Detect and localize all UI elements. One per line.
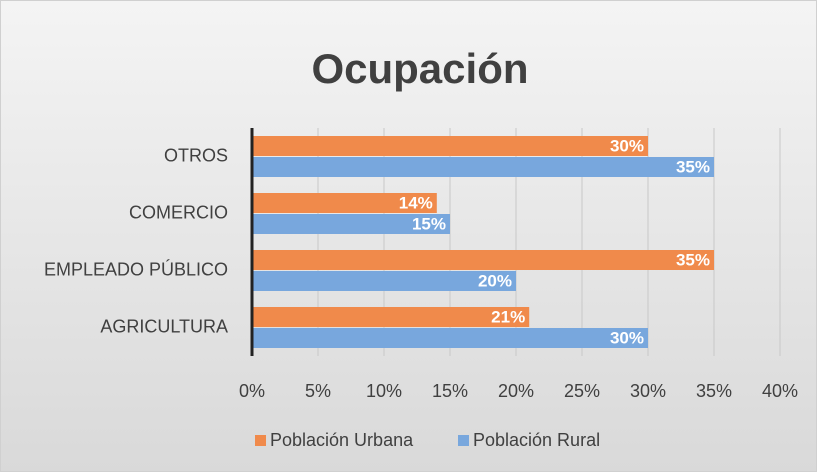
- bar: [252, 193, 437, 213]
- data-label: 20%: [478, 271, 512, 290]
- x-tick-label: 25%: [564, 381, 600, 401]
- bar: [252, 328, 648, 348]
- data-label: 35%: [676, 157, 710, 176]
- data-label: 14%: [399, 193, 433, 212]
- x-tick-label: 40%: [762, 381, 798, 401]
- data-label: 21%: [491, 307, 525, 326]
- chart-title: Ocupación: [311, 45, 528, 92]
- x-tick-label: 35%: [696, 381, 732, 401]
- y-tick-label: OTROS: [164, 145, 228, 165]
- y-tick-label: COMERCIO: [129, 202, 228, 222]
- bar: [252, 250, 714, 270]
- legend-label: Población Rural: [473, 430, 600, 450]
- data-label: 30%: [610, 328, 644, 347]
- x-tick-label: 10%: [366, 381, 402, 401]
- bar: [252, 214, 450, 234]
- x-tick-label: 0%: [239, 381, 265, 401]
- data-label: 35%: [676, 250, 710, 269]
- bar: [252, 157, 714, 177]
- legend-swatch: [458, 435, 469, 446]
- data-label: 30%: [610, 136, 644, 155]
- bar: [252, 271, 516, 291]
- x-tick-label: 15%: [432, 381, 468, 401]
- x-tick-label: 20%: [498, 381, 534, 401]
- x-tick-label: 5%: [305, 381, 331, 401]
- legend-swatch: [255, 435, 266, 446]
- y-tick-label: EMPLEADO PÚBLICO: [44, 258, 228, 279]
- x-tick-label: 30%: [630, 381, 666, 401]
- legend-label: Población Urbana: [270, 430, 414, 450]
- data-label: 15%: [412, 214, 446, 233]
- y-tick-label: AGRICULTURA: [100, 316, 228, 336]
- bar: [252, 307, 530, 327]
- bar: [252, 136, 648, 156]
